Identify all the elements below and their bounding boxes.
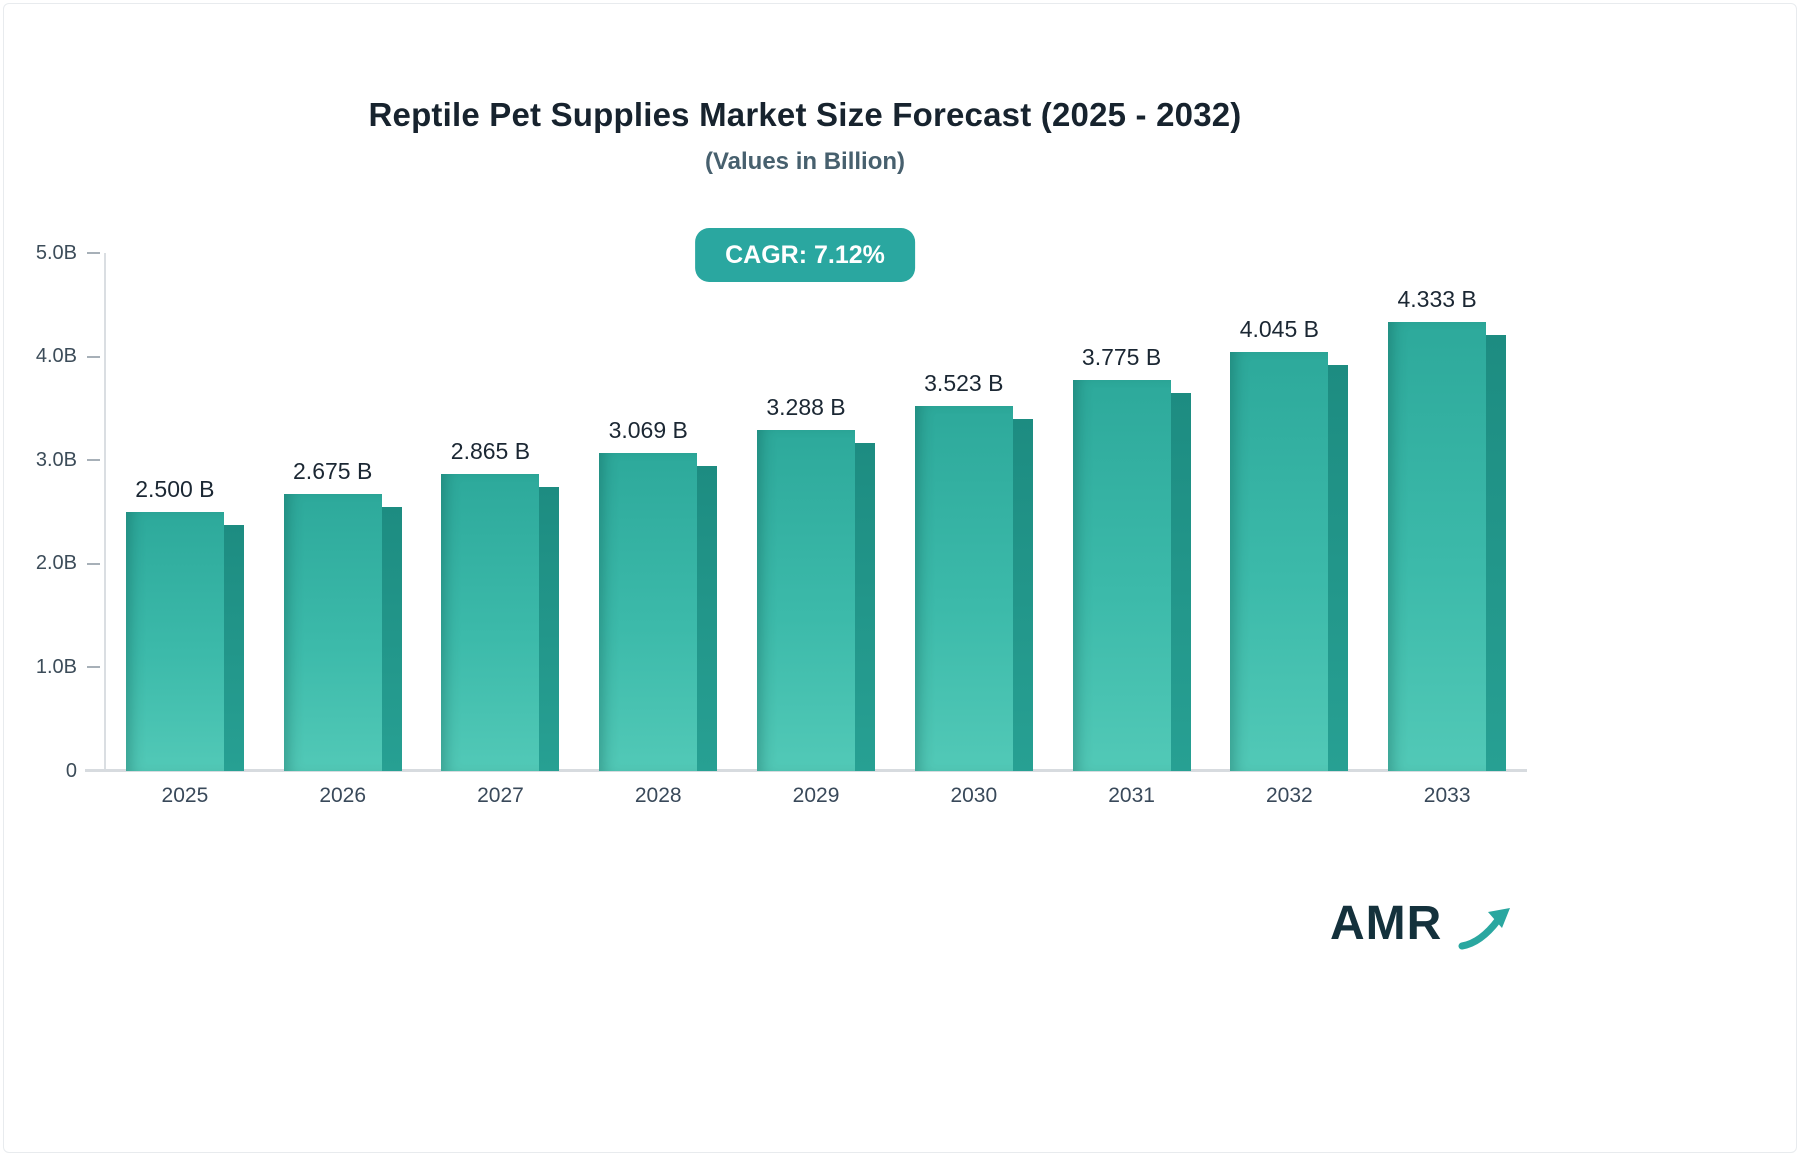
bar-cell-2030: 3.523 B xyxy=(895,253,1053,771)
bar-2026: 2.675 B xyxy=(283,458,402,771)
x-axis-label-2026: 2026 xyxy=(319,784,367,807)
bar-side-face xyxy=(381,507,402,771)
bar-2031: 3.775 B xyxy=(1072,344,1191,771)
bar-2029: 3.288 B xyxy=(757,394,876,771)
bar-side-face xyxy=(697,466,718,771)
bar-side-face xyxy=(1012,419,1033,771)
bar-front-face xyxy=(1230,352,1329,771)
x-axis: 2025 2026 2027 2028 2029 2030 2031 2032 2033 xyxy=(106,784,1526,808)
y-tick-mark xyxy=(87,355,100,358)
y-axis-line xyxy=(104,253,106,771)
y-tick-label: 2.0B xyxy=(35,552,77,575)
y-tick-2.0B: 2.0B xyxy=(36,550,100,578)
x-axis-label-2030: 2030 xyxy=(950,784,998,807)
bar-value-label: 3.288 B xyxy=(766,394,846,420)
bar-front-face xyxy=(599,453,698,771)
bar-front-face xyxy=(283,494,382,771)
y-tick-mark xyxy=(87,252,100,254)
bar-2028: 3.069 B xyxy=(599,417,718,771)
bar-2032: 4.045 B xyxy=(1230,316,1349,771)
bar-cell-2031: 3.775 B xyxy=(1053,253,1211,771)
y-tick-mark xyxy=(87,666,100,669)
y-tick-mark xyxy=(87,562,100,565)
bar-side-face xyxy=(1170,393,1191,771)
x-axis-label-2032: 2032 xyxy=(1266,784,1313,807)
amr-logo: AMR xyxy=(1330,896,1530,966)
bar-value-label: 3.069 B xyxy=(608,417,688,443)
bar-side-face xyxy=(539,487,560,771)
canvas-border xyxy=(3,3,1797,1153)
y-tick-label: 1.0B xyxy=(35,655,77,678)
y-tick-label: 0 xyxy=(65,759,77,782)
bar-value-label: 3.523 B xyxy=(924,370,1004,396)
bar-2033: 4.333 B xyxy=(1388,286,1507,771)
chart-subtitle: (Values in Billion) xyxy=(704,148,906,175)
chart-canvas: Reptile Pet Supplies Market Size Forecas… xyxy=(0,96,1527,808)
y-tick-3.0B: 3.0B xyxy=(36,446,100,474)
bar-side-face xyxy=(1328,365,1349,771)
bar-side-face xyxy=(855,443,876,771)
bar-value-label: 3.775 B xyxy=(1081,344,1162,370)
cagr-badge: CAGR: 7.12% xyxy=(695,228,915,282)
bar-front-face xyxy=(1072,380,1171,771)
bar-front-face xyxy=(914,406,1013,771)
x-axis-label-2025: 2025 xyxy=(161,784,209,807)
bar-front-face xyxy=(125,512,224,771)
x-axis-label-2031: 2031 xyxy=(1108,784,1155,807)
bar-cell-2026: 2.675 B xyxy=(264,253,422,771)
bar-value-label: 4.333 B xyxy=(1397,286,1477,312)
y-tick-label: 4.0B xyxy=(35,345,77,368)
x-axis-label-2028: 2028 xyxy=(634,784,682,807)
bar-2027: 2.865 B xyxy=(441,438,560,771)
bar-value-label: 2.865 B xyxy=(450,438,531,464)
y-tick-1.0B: 1.0B xyxy=(36,653,100,681)
y-tick-5.0B: 5.0B xyxy=(36,239,100,267)
bar-value-label: 2.675 B xyxy=(293,458,373,484)
y-tick-label: 3.0B xyxy=(35,448,77,471)
bar-value-label: 2.500 B xyxy=(135,476,215,502)
bar-2025: 2.500 B xyxy=(125,476,244,771)
y-tick-label: 5.0B xyxy=(35,241,77,264)
bar-2030: 3.523 B xyxy=(914,370,1033,771)
x-axis-label-2033: 2033 xyxy=(1423,784,1471,807)
bar-side-face xyxy=(223,525,244,771)
bar-front-face xyxy=(757,430,856,771)
bar-side-face xyxy=(1486,335,1507,771)
bar-value-label: 4.045 B xyxy=(1239,316,1319,342)
amr-logo-text: AMR xyxy=(1330,897,1443,950)
y-axis: 0 1.0B 2.0B 3.0B 4.0B 5.0B xyxy=(0,242,100,782)
bar-cell-2033: 4.333 B xyxy=(1368,253,1526,771)
bar-cell-2029: 3.288 B xyxy=(737,253,895,771)
bar-cell-2025: 2.500 B xyxy=(106,253,264,771)
x-axis-label-2029: 2029 xyxy=(792,784,840,807)
y-tick-4.0B: 4.0B xyxy=(36,343,100,371)
bar-cell-2027: 2.865 B xyxy=(422,253,580,771)
bar-cell-2028: 3.069 B xyxy=(579,253,737,771)
x-axis-label-2027: 2027 xyxy=(477,784,524,807)
y-tick-mark xyxy=(87,459,100,462)
bar-cell-2032: 4.045 B xyxy=(1210,253,1368,771)
bar-front-face xyxy=(441,474,540,771)
amr-logo-arrow-icon xyxy=(1458,908,1510,950)
bar-front-face xyxy=(1388,322,1487,771)
plot-area: 2.500 B 2.675 B 2.865 B 3.069 B 3.288 B 3.523… xyxy=(106,253,1526,771)
chart-title: Reptile Pet Supplies Market Size Forecas… xyxy=(368,96,1242,133)
